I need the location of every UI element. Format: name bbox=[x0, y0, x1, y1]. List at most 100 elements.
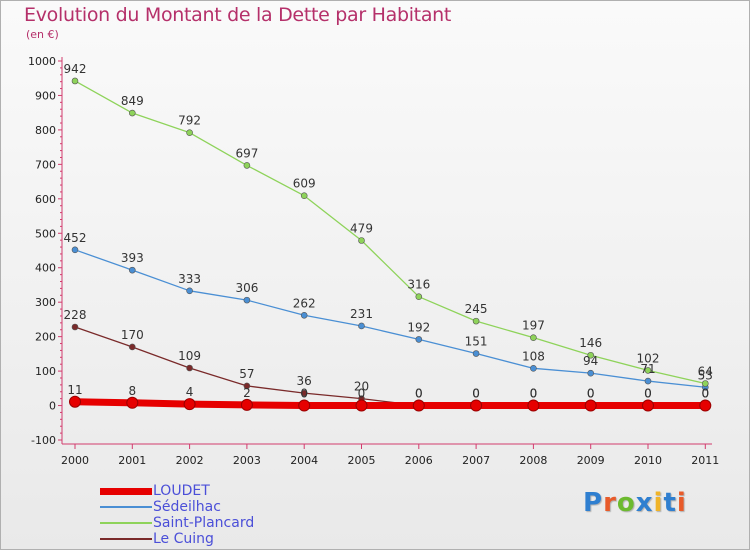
x-tick-label: 2008 bbox=[519, 454, 547, 467]
data-point-s-deilhac bbox=[186, 287, 193, 295]
legend-label-le-cuing: Le Cuing bbox=[153, 531, 214, 547]
data-label-loudet: 8 bbox=[128, 384, 136, 398]
y-tick-label: 200 bbox=[35, 331, 56, 344]
logo-letter: i bbox=[676, 488, 687, 518]
logo-letter: o bbox=[616, 488, 636, 518]
data-label-le-cuing: 0 bbox=[530, 387, 538, 401]
data-point-s-deilhac bbox=[243, 296, 251, 304]
legend: LOUDET Sédeilhac Saint-Plancard Le Cuing bbox=[96, 483, 296, 547]
x-tick-label: 2007 bbox=[462, 454, 490, 467]
data-label-s-deilhac: 262 bbox=[293, 296, 316, 310]
data-label-s-deilhac: 108 bbox=[522, 349, 545, 363]
legend-swatch-loudet bbox=[100, 487, 152, 495]
data-point-loudet bbox=[527, 399, 540, 412]
x-tick-label: 2009 bbox=[577, 454, 605, 467]
data-label-s-deilhac: 151 bbox=[465, 335, 488, 349]
data-label-s-deilhac: 231 bbox=[350, 307, 373, 321]
data-point-loudet bbox=[126, 396, 139, 409]
data-label-loudet: 4 bbox=[186, 385, 194, 399]
legend-label-saint-plancard: Saint-Plancard bbox=[153, 515, 255, 531]
x-tick-label: 2004 bbox=[290, 454, 318, 467]
legend-item-loudet: LOUDET bbox=[96, 483, 296, 499]
data-point-le-cuing bbox=[243, 382, 251, 390]
data-point-saint-plancard bbox=[129, 109, 136, 117]
data-label-s-deilhac: 94 bbox=[583, 354, 598, 368]
legend-swatch-s-deilhac bbox=[100, 506, 152, 508]
data-point-saint-plancard bbox=[243, 162, 251, 169]
y-tick-label: -100 bbox=[31, 434, 56, 447]
data-point-s-deilhac bbox=[129, 266, 136, 274]
x-tick-label: 2010 bbox=[634, 454, 662, 467]
data-label-s-deilhac: 306 bbox=[235, 281, 258, 295]
data-label-s-deilhac: 452 bbox=[64, 231, 87, 245]
series-line-saint-plancard bbox=[74, 80, 706, 385]
data-point-saint-plancard bbox=[644, 367, 652, 374]
data-point-saint-plancard bbox=[530, 334, 537, 341]
data-label-saint-plancard: 197 bbox=[522, 319, 545, 333]
data-point-loudet bbox=[183, 398, 196, 411]
y-tick-label: 100 bbox=[35, 365, 56, 378]
data-label-le-cuing: 109 bbox=[178, 349, 201, 363]
data-label-le-cuing: 0 bbox=[415, 387, 423, 401]
data-point-loudet bbox=[584, 399, 597, 412]
data-label-le-cuing: 170 bbox=[121, 328, 144, 342]
y-tick-label: 600 bbox=[35, 193, 56, 206]
legend-item-le-cuing: Le Cuing bbox=[96, 531, 296, 547]
series-line-s-deilhac bbox=[74, 249, 706, 388]
data-point-le-cuing bbox=[129, 343, 136, 351]
data-label-s-deilhac: 393 bbox=[121, 251, 144, 265]
x-tick-label: 2003 bbox=[233, 454, 261, 467]
y-tick-label: 300 bbox=[35, 296, 56, 309]
x-tick-label: 2005 bbox=[348, 454, 376, 467]
logo-letter: r bbox=[603, 488, 617, 518]
logo-letter: i bbox=[653, 488, 664, 518]
legend-label-s-deilhac: Sédeilhac bbox=[153, 499, 221, 515]
data-point-saint-plancard bbox=[358, 237, 365, 244]
data-label-loudet: 0 bbox=[701, 387, 709, 401]
data-label-le-cuing: 0 bbox=[472, 387, 480, 401]
y-tick-label: 400 bbox=[35, 262, 56, 275]
data-label-loudet: 0 bbox=[358, 387, 366, 401]
proxiti-logo: Proxiti bbox=[583, 488, 687, 518]
data-label-saint-plancard: 609 bbox=[293, 177, 316, 191]
data-label-saint-plancard: 102 bbox=[637, 351, 660, 365]
x-tick-label: 2000 bbox=[61, 454, 89, 467]
data-label-saint-plancard: 64 bbox=[698, 364, 713, 378]
data-label-s-deilhac: 333 bbox=[178, 272, 201, 286]
data-point-loudet bbox=[699, 399, 712, 412]
data-label-le-cuing: 57 bbox=[239, 367, 254, 381]
legend-item-saint-plancard: Saint-Plancard bbox=[96, 515, 296, 531]
chart-title: Evolution du Montant de la Dette par Hab… bbox=[24, 4, 452, 26]
data-point-loudet bbox=[298, 399, 311, 412]
data-label-le-cuing: 36 bbox=[297, 374, 312, 388]
data-point-loudet bbox=[412, 399, 425, 412]
data-label-loudet: 0 bbox=[587, 387, 595, 401]
data-point-saint-plancard bbox=[587, 351, 595, 359]
series-line-le-cuing bbox=[74, 326, 706, 407]
x-tick-label: 2001 bbox=[118, 454, 146, 467]
legend-swatch-saint-plancard bbox=[100, 522, 152, 524]
data-label-le-cuing: 0 bbox=[701, 387, 709, 401]
x-tick-label: 2011 bbox=[691, 454, 719, 467]
data-point-saint-plancard bbox=[186, 129, 193, 136]
data-label-saint-plancard: 942 bbox=[64, 62, 87, 76]
data-point-le-cuing bbox=[300, 389, 308, 397]
legend-label-loudet: LOUDET bbox=[153, 483, 210, 499]
data-point-s-deilhac bbox=[300, 311, 308, 319]
legend-item-s-deilhac: Sédeilhac bbox=[96, 499, 296, 515]
data-point-s-deilhac bbox=[587, 369, 595, 377]
data-label-loudet: 0 bbox=[530, 387, 538, 401]
data-point-saint-plancard bbox=[701, 380, 709, 387]
data-point-le-cuing bbox=[71, 323, 79, 331]
data-label-loudet: 0 bbox=[644, 387, 652, 401]
legend-swatch-le-cuing bbox=[100, 538, 152, 540]
series-line-loudet bbox=[71, 398, 709, 410]
data-point-saint-plancard bbox=[415, 293, 423, 300]
data-label-le-cuing: 20 bbox=[354, 380, 369, 394]
data-label-loudet: 11 bbox=[67, 383, 82, 397]
y-tick-label: 800 bbox=[35, 124, 56, 137]
x-tick-label: 2006 bbox=[405, 454, 433, 467]
y-tick-label: 500 bbox=[35, 227, 56, 240]
